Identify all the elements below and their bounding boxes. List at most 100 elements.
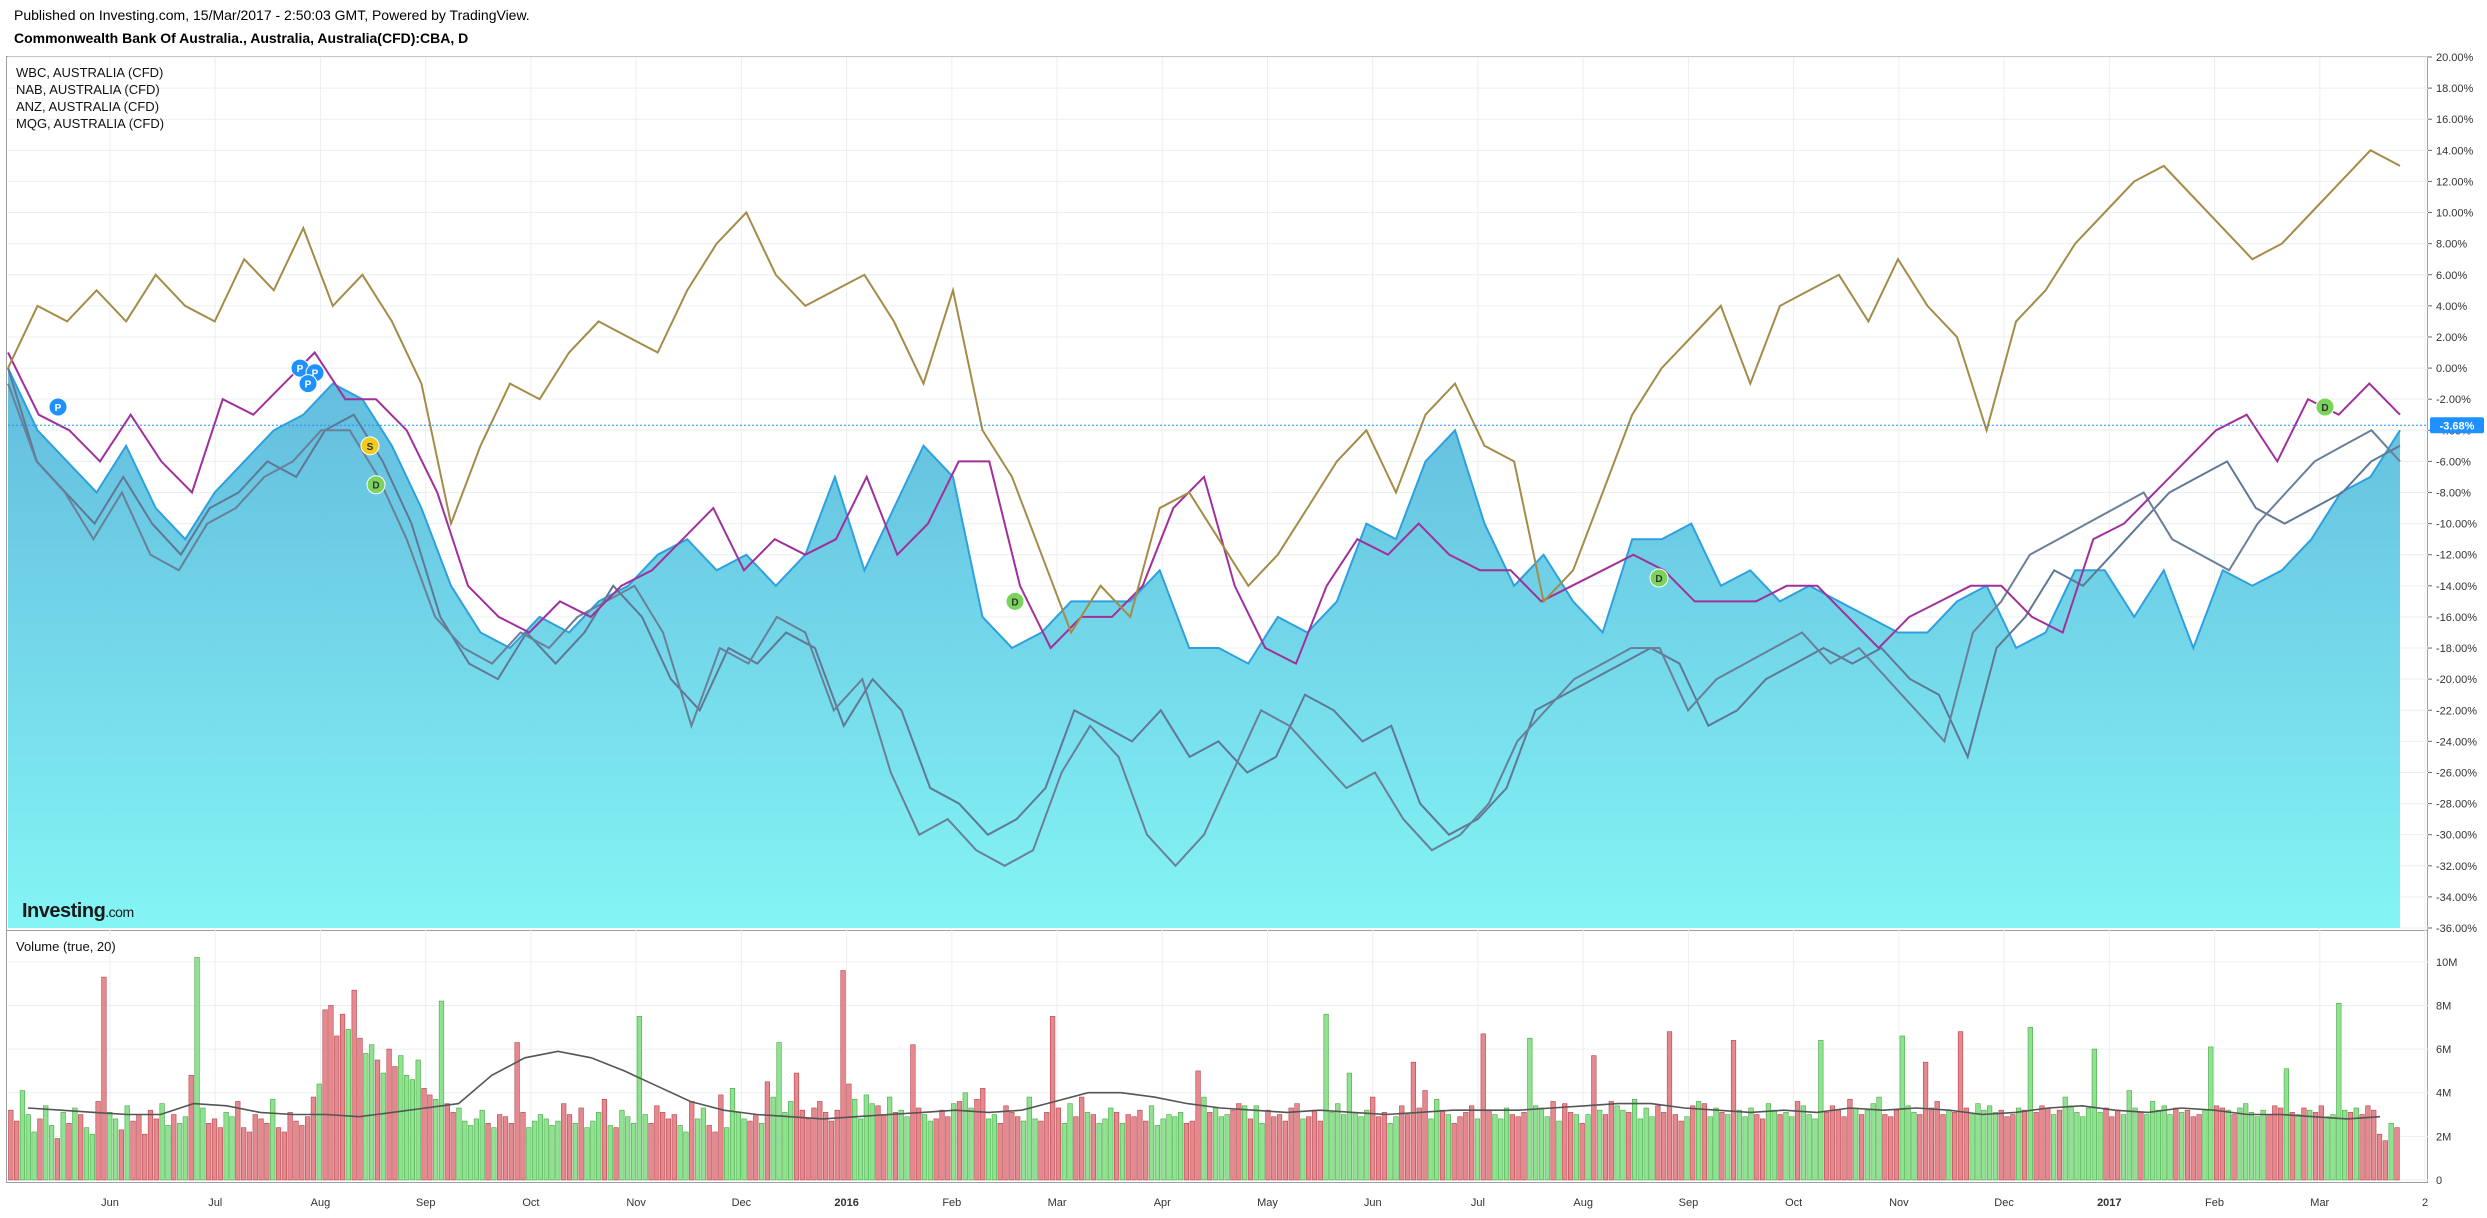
volume-bar <box>1963 1107 1969 1181</box>
volume-bar <box>578 1107 584 1181</box>
volume-bar <box>334 1035 340 1181</box>
volume-bar <box>1410 1061 1417 1181</box>
volume-bar <box>1323 1013 1329 1181</box>
volume-bar <box>1585 1114 1591 1181</box>
x-tick-label: Mar <box>2310 1197 2329 1209</box>
x-tick-label: Jul <box>208 1197 222 1209</box>
volume-bar <box>2103 1107 2109 1181</box>
volume-bar <box>1893 1109 1900 1181</box>
y-tick-label: 14.00% <box>2436 145 2474 157</box>
volume-bar <box>735 1112 741 1181</box>
volume-bar <box>2289 1112 2295 1181</box>
volume-bar <box>1870 1103 1876 1181</box>
event-badge-label: P <box>312 369 319 380</box>
x-tick-label: Nov <box>1889 1197 1909 1209</box>
volume-bar <box>788 1101 794 1181</box>
volume-bar <box>2149 1101 2156 1181</box>
volume-bar <box>2318 1105 2324 1181</box>
legend-item-mqg[interactable]: MQG, AUSTRALIA (CFD) <box>16 116 165 131</box>
y-tick-label: -20.00% <box>2436 674 2477 686</box>
y-tick-label: -32.00% <box>2436 861 2477 873</box>
x-tick-label: Aug <box>311 1197 331 1209</box>
volume-bar <box>1137 1109 1143 1181</box>
volume-bar <box>514 1042 520 1181</box>
volume-bar <box>264 1122 270 1181</box>
volume-bar <box>834 1109 840 1181</box>
volume-bar <box>37 1118 43 1181</box>
volume-bar <box>1754 1114 1760 1181</box>
volume-bar <box>66 1122 72 1181</box>
volume-bar <box>1940 1114 1946 1181</box>
vol-y-tick-label: 10M <box>2436 957 2457 969</box>
event-badge <box>1649 568 1669 588</box>
volume-bar <box>1707 1116 1713 1181</box>
volume-bar <box>1998 1109 2004 1181</box>
volume-bar <box>1148 1105 1155 1181</box>
x-tick-label: Nov <box>626 1197 646 1209</box>
legend-item-anz[interactable]: ANZ, AUSTRALIA (CFD) <box>16 99 160 114</box>
event-badge-label: D <box>372 481 379 492</box>
volume-bar <box>83 1127 90 1181</box>
y-tick-label: -16.00% <box>2436 612 2477 624</box>
volume-bar <box>1515 1116 1521 1181</box>
volume-bar <box>1218 1116 1224 1181</box>
volume-bar <box>60 1112 66 1181</box>
volume-bar <box>130 1120 136 1181</box>
volume-bar <box>1381 1112 1387 1181</box>
volume-bar <box>2231 1114 2237 1181</box>
volume-bar <box>1695 1101 1702 1181</box>
volume-bar <box>351 989 357 1181</box>
volume-bar <box>892 1112 899 1181</box>
volume-bar <box>2248 1112 2255 1181</box>
volume-bar <box>706 1125 712 1181</box>
volume-bar <box>997 1122 1003 1181</box>
volume-bar <box>223 1112 229 1181</box>
volume-bar <box>2074 1112 2080 1181</box>
volume-bar <box>2330 1114 2336 1181</box>
volume-bar <box>561 1103 567 1181</box>
volume-bar <box>467 1125 474 1181</box>
volume-bar <box>1957 1031 1964 1181</box>
volume-bar <box>1387 1122 1393 1181</box>
y-tick-label: -10.00% <box>2436 519 2477 531</box>
x-tick-label: 2017 <box>2097 1197 2121 1209</box>
series-line-nab <box>7 383 2401 868</box>
volume-bar <box>566 1114 573 1181</box>
x-tick-label: Jun <box>1364 1197 1382 1209</box>
volume-bar <box>293 1120 299 1181</box>
volume-bar <box>2010 1114 2016 1181</box>
volume-bar <box>211 1118 218 1181</box>
volume-bar <box>217 1127 223 1181</box>
volume-bar <box>1096 1122 1102 1181</box>
volume-bar <box>741 1118 747 1181</box>
volume-bar <box>776 1042 782 1181</box>
y-tick-label: 16.00% <box>2436 114 2474 126</box>
volume-bar <box>1771 1109 1777 1181</box>
legend-item-wbc[interactable]: WBC, AUSTRALIA (CFD) <box>16 65 164 80</box>
legend-item-nab[interactable]: NAB, AUSTRALIA (CFD) <box>16 82 160 97</box>
volume-bar <box>1067 1103 1073 1181</box>
volume-bar <box>2120 1114 2127 1181</box>
vol-y-tick-label: 4M <box>2436 1088 2451 1100</box>
volume-bar <box>142 1133 148 1181</box>
volume-bar <box>380 1072 386 1181</box>
volume-bar <box>799 1109 805 1181</box>
volume-bar <box>2144 1114 2150 1181</box>
y-tick-label: -22.00% <box>2436 705 2477 717</box>
series-line-mqg <box>7 149 2401 635</box>
volume-bar <box>1143 1120 1149 1181</box>
y-tick-label: 2.00% <box>2436 332 2467 344</box>
volume-bar <box>1748 1107 1754 1181</box>
volume-bar <box>1928 1107 1935 1181</box>
volume-bar <box>782 1112 788 1181</box>
volume-bar <box>1760 1118 1766 1181</box>
y-tick-label: -26.00% <box>2436 767 2477 779</box>
symbol-title: Commonwealth Bank Of Australia., Austral… <box>14 30 469 46</box>
volume-bar <box>8 1109 14 1181</box>
y-tick-label: -30.00% <box>2436 830 2477 842</box>
volume-bar <box>2161 1105 2167 1181</box>
volume-bar <box>1288 1107 1294 1181</box>
volume-bar <box>543 1118 549 1181</box>
